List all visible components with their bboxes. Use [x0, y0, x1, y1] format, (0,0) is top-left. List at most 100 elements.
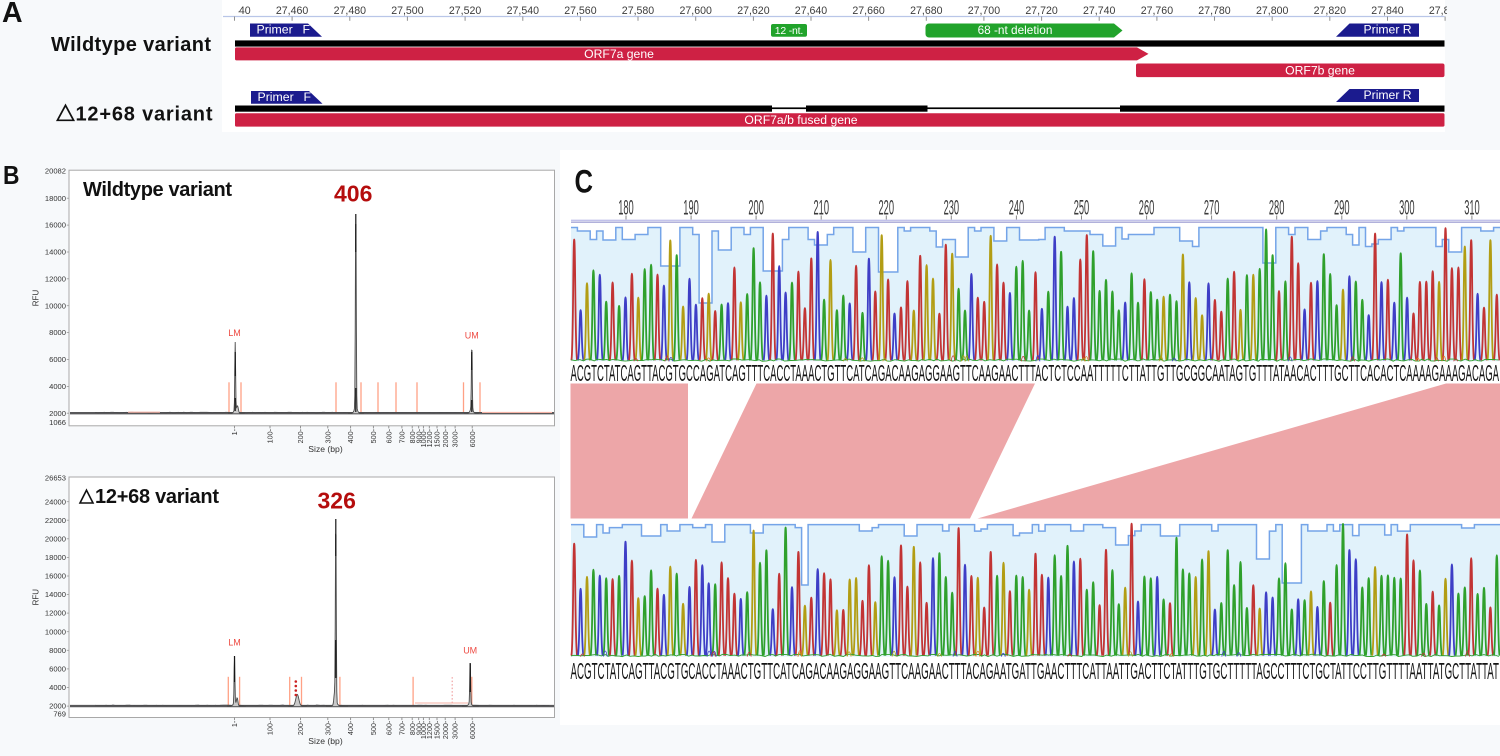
svg-text:1-: 1- — [230, 720, 239, 727]
svg-text:230: 230 — [944, 197, 960, 220]
svg-text:Primer: Primer — [257, 23, 293, 37]
svg-text:20082: 20082 — [45, 167, 66, 176]
svg-text:300-: 300- — [323, 428, 332, 443]
svg-text:27,580: 27,580 — [622, 5, 655, 17]
svg-text:2000: 2000 — [49, 409, 66, 418]
svg-text:RFU: RFU — [32, 290, 41, 307]
svg-text:800-: 800- — [408, 428, 417, 443]
svg-text:326: 326 — [318, 488, 356, 514]
svg-text:LM: LM — [228, 328, 241, 338]
svg-text:1066: 1066 — [49, 418, 66, 427]
svg-text:LM: LM — [228, 638, 241, 648]
svg-text:27,800: 27,800 — [1256, 5, 1289, 17]
svg-text:27,520: 27,520 — [449, 5, 482, 17]
svg-text:1200-: 1200- — [425, 720, 434, 739]
svg-text:200: 200 — [748, 197, 764, 220]
svg-text:ORF7b gene: ORF7b gene — [1285, 63, 1355, 77]
svg-text:27,760: 27,760 — [1141, 5, 1174, 17]
svg-text:290: 290 — [1334, 197, 1350, 220]
svg-text:27,460: 27,460 — [276, 5, 309, 17]
svg-text:300-: 300- — [323, 720, 332, 735]
svg-text:27,480: 27,480 — [334, 5, 367, 17]
svg-text:Wildtype variant: Wildtype variant — [51, 34, 211, 56]
svg-text:12000: 12000 — [45, 609, 66, 618]
svg-text:27,640: 27,640 — [795, 5, 828, 17]
svg-text:27,840: 27,840 — [1371, 5, 1404, 17]
svg-text:Primer R: Primer R — [1364, 23, 1412, 37]
svg-text:27,620: 27,620 — [737, 5, 770, 17]
svg-text:12+68 variant: 12+68 variant — [76, 103, 213, 125]
svg-text:27,700: 27,700 — [968, 5, 1001, 17]
svg-text:6000-: 6000- — [468, 720, 477, 739]
svg-text:1-: 1- — [230, 428, 239, 435]
svg-text:Size (bp): Size (bp) — [308, 736, 343, 746]
svg-text:ACGTCTATCAGTTACGTGCACCTAAACTGT: ACGTCTATCAGTTACGTGCACCTAAACTGTTCATCAGACA… — [571, 658, 1500, 684]
svg-text:B: B — [3, 160, 20, 190]
svg-text:3000-: 3000- — [451, 720, 460, 739]
svg-text:18000: 18000 — [45, 194, 66, 203]
svg-text:A: A — [2, 0, 23, 29]
svg-text:Wildtype variant: Wildtype variant — [83, 179, 232, 201]
svg-text:24000: 24000 — [45, 497, 66, 506]
svg-text:6000-: 6000- — [468, 428, 477, 447]
svg-text:240: 240 — [1009, 197, 1024, 220]
svg-text:10000: 10000 — [45, 627, 66, 636]
svg-text:10000: 10000 — [45, 301, 66, 310]
svg-text:27,440: 27,440 — [218, 5, 251, 17]
svg-text:22000: 22000 — [45, 516, 66, 525]
svg-text:27,740: 27,740 — [1083, 5, 1116, 17]
svg-text:260: 260 — [1139, 197, 1155, 220]
svg-text:900-: 900- — [414, 720, 423, 735]
svg-text:500-: 500- — [369, 720, 378, 735]
svg-text:270: 270 — [1204, 197, 1220, 220]
svg-text:20000: 20000 — [45, 534, 66, 543]
svg-text:600-: 600- — [384, 428, 393, 443]
svg-text:8000: 8000 — [49, 646, 66, 655]
svg-text:27,660: 27,660 — [852, 5, 885, 17]
svg-text:12 -nt.: 12 -nt. — [775, 25, 804, 37]
svg-text:6000: 6000 — [49, 355, 66, 364]
svg-text:18000: 18000 — [45, 553, 66, 562]
svg-text:12000: 12000 — [45, 274, 66, 283]
svg-text:68 -nt deletion: 68 -nt deletion — [978, 23, 1053, 37]
svg-text:27,500: 27,500 — [391, 5, 424, 17]
svg-text:ORF7a/b fused gene: ORF7a/b fused gene — [744, 113, 857, 127]
svg-text:200-: 200- — [296, 428, 305, 443]
svg-text:1000-: 1000- — [419, 428, 428, 447]
svg-text:27,820: 27,820 — [1314, 5, 1347, 17]
svg-text:1500-: 1500- — [433, 720, 442, 739]
svg-text:500-: 500- — [369, 428, 378, 443]
svg-text:1500-: 1500- — [433, 428, 442, 447]
svg-text:27,780: 27,780 — [1198, 5, 1231, 17]
svg-text:4000: 4000 — [49, 683, 66, 692]
svg-text:769: 769 — [53, 710, 66, 719]
svg-text:900-: 900- — [414, 428, 423, 443]
svg-text:UM: UM — [465, 331, 479, 341]
svg-text:Size (bp): Size (bp) — [308, 444, 343, 454]
svg-text:6000: 6000 — [49, 665, 66, 674]
svg-text:280: 280 — [1269, 197, 1285, 220]
svg-text:600-: 600- — [384, 720, 393, 735]
svg-text:2000: 2000 — [49, 702, 66, 711]
svg-text:16000: 16000 — [45, 572, 66, 581]
svg-text:14000: 14000 — [45, 590, 66, 599]
svg-text:406: 406 — [334, 181, 372, 207]
svg-text:26653: 26653 — [45, 474, 66, 483]
svg-text:27,720: 27,720 — [1025, 5, 1058, 17]
svg-text:27,600: 27,600 — [679, 5, 712, 17]
svg-text:800-: 800- — [408, 720, 417, 735]
svg-text:12+68 variant: 12+68 variant — [95, 486, 219, 508]
svg-text:700-: 700- — [398, 428, 407, 443]
svg-text:UM: UM — [463, 646, 477, 656]
svg-text:ORF7a gene: ORF7a gene — [584, 47, 654, 61]
svg-text:180: 180 — [618, 197, 634, 220]
svg-text:400-: 400- — [346, 428, 355, 443]
svg-text:F: F — [304, 90, 312, 104]
svg-text:100-: 100- — [266, 428, 275, 443]
svg-text:220: 220 — [879, 197, 895, 220]
svg-text:16000: 16000 — [45, 221, 66, 230]
svg-text:Primer: Primer — [258, 90, 294, 104]
svg-text:310: 310 — [1464, 197, 1480, 220]
svg-text:1000-: 1000- — [419, 720, 428, 739]
svg-text:400-: 400- — [346, 720, 355, 735]
